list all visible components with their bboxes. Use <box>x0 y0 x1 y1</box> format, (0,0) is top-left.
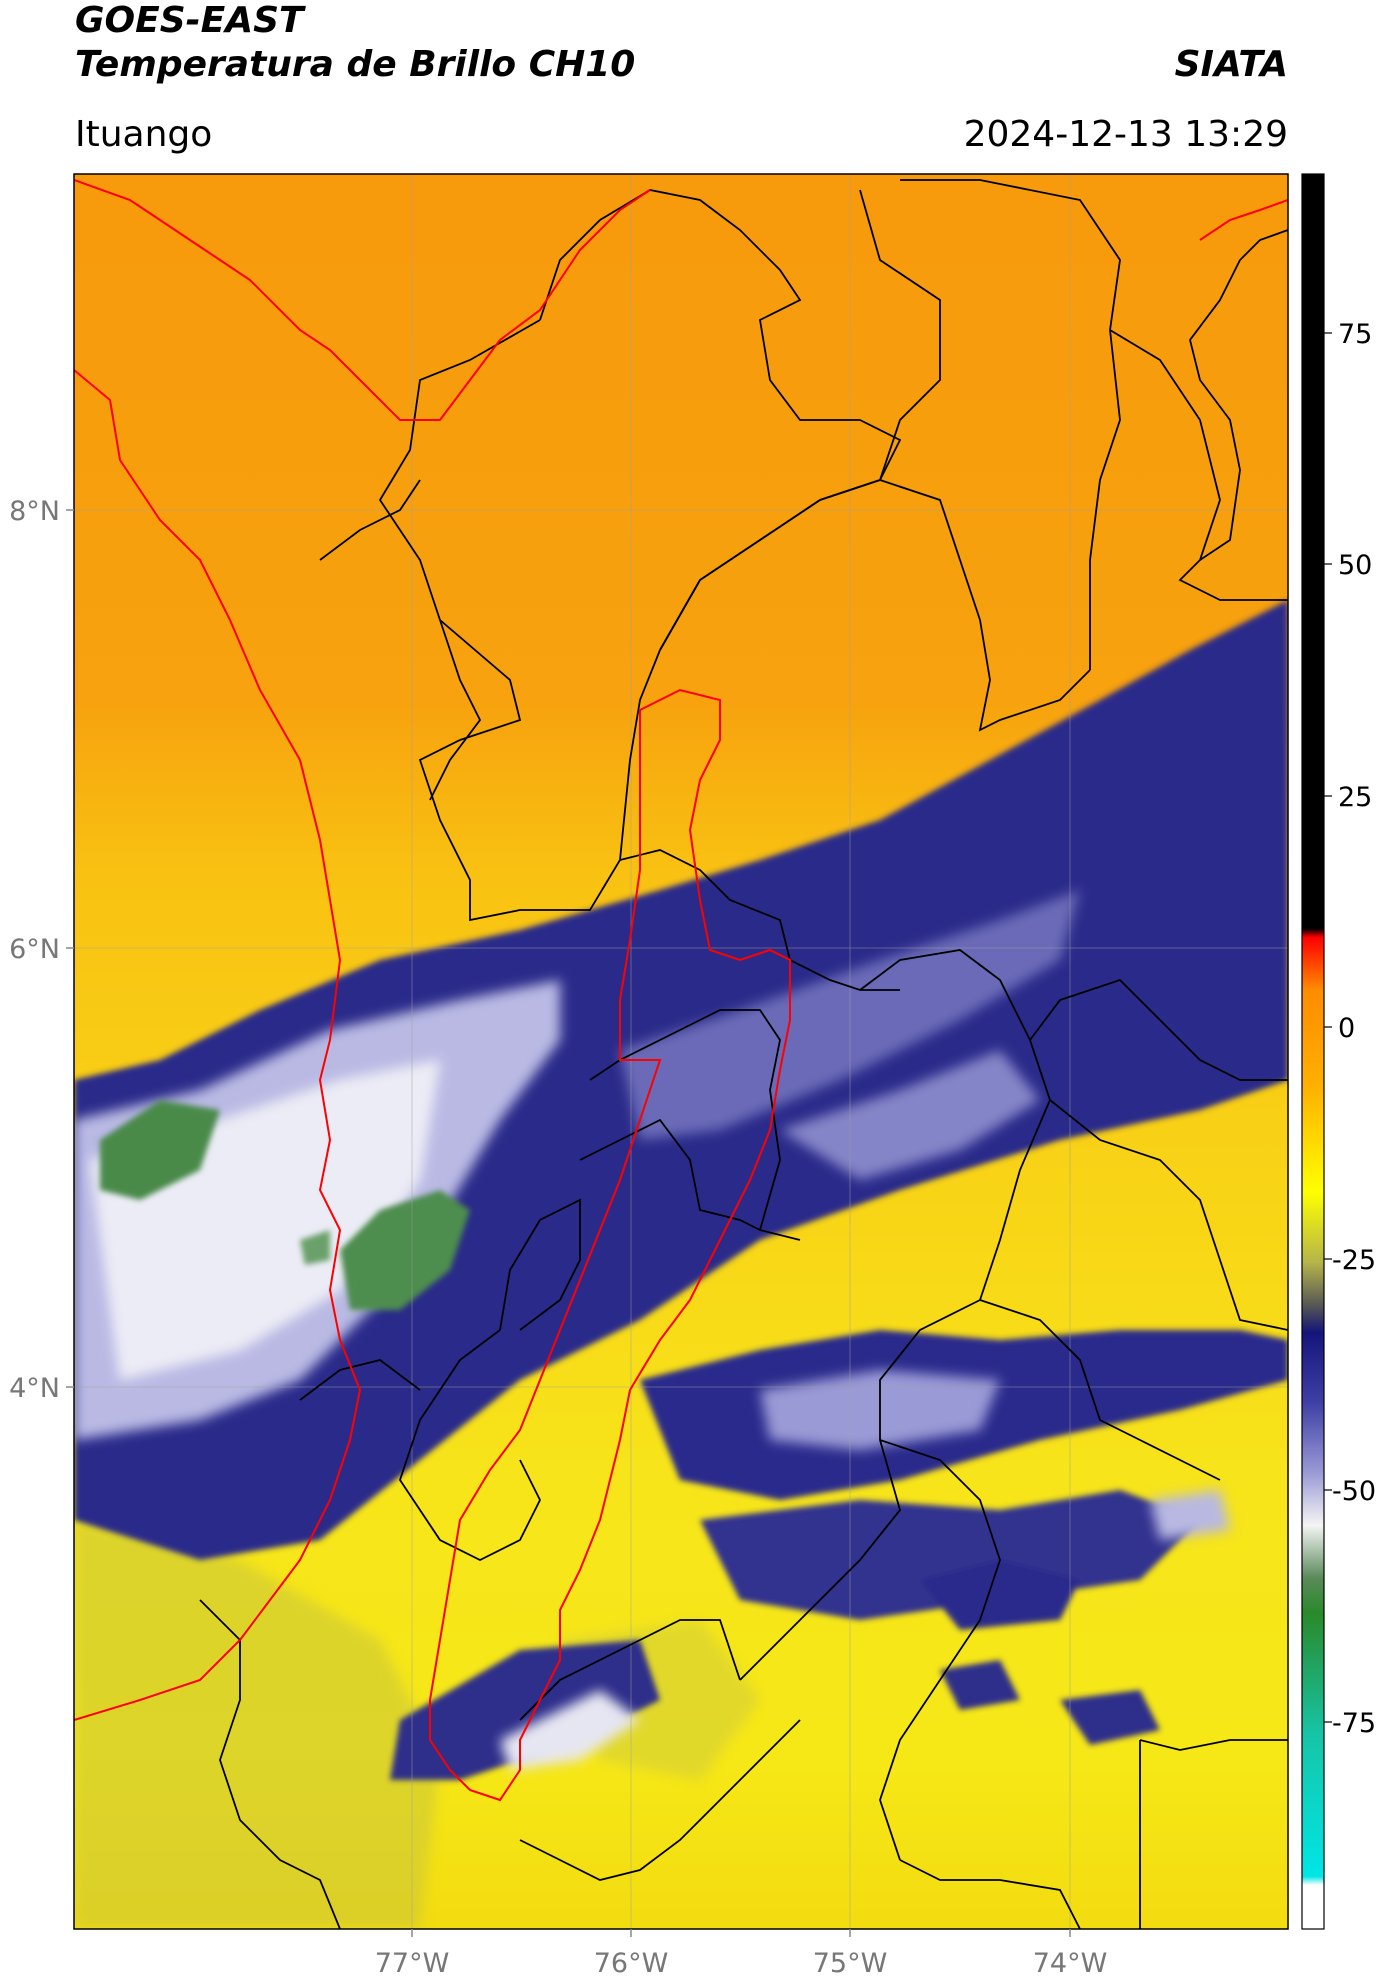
colorbar-tick-50: 50 <box>1338 550 1372 581</box>
colorbar-gradient <box>1301 173 1325 1930</box>
colorbar: 75 50 25 0 -25 -50 -75 <box>1301 173 1376 1930</box>
colorbar-tick-minus75: -75 <box>1332 1708 1376 1739</box>
cold-tops-green <box>100 1100 470 1310</box>
lon-label-77w: 77°W <box>375 1948 450 1979</box>
colorbar-tick-25: 25 <box>1338 782 1372 813</box>
lon-label-74w: 74°W <box>1033 1948 1108 1979</box>
graticule <box>74 174 1288 1929</box>
lat-label-4n: 4°N <box>9 1373 60 1404</box>
colorbar-tick-75: 75 <box>1338 319 1372 350</box>
location-label: Ituango <box>75 114 213 155</box>
lat-label-6n: 6°N <box>9 934 60 965</box>
colorbar-tick-0: 0 <box>1338 1013 1355 1044</box>
brightness-temperature-map <box>74 174 1288 1929</box>
lon-label-75w: 75°W <box>813 1948 888 1979</box>
colorbar-tick-minus50: -50 <box>1332 1476 1376 1507</box>
timestamp-label: 2024-12-13 13:29 <box>963 114 1288 155</box>
product-title: Temperatura de Brillo CH10 <box>75 44 636 85</box>
country-boundaries <box>74 179 1288 1802</box>
organization-label: SIATA <box>1174 44 1288 85</box>
colorbar-tick-minus25: -25 <box>1332 1245 1376 1276</box>
satellite-title: GOES-EAST <box>75 0 304 41</box>
lon-label-76w: 76°W <box>594 1948 669 1979</box>
axis-ticks <box>66 509 1071 1937</box>
map-frame <box>73 173 1289 1930</box>
lat-label-8n: 8°N <box>9 496 60 527</box>
